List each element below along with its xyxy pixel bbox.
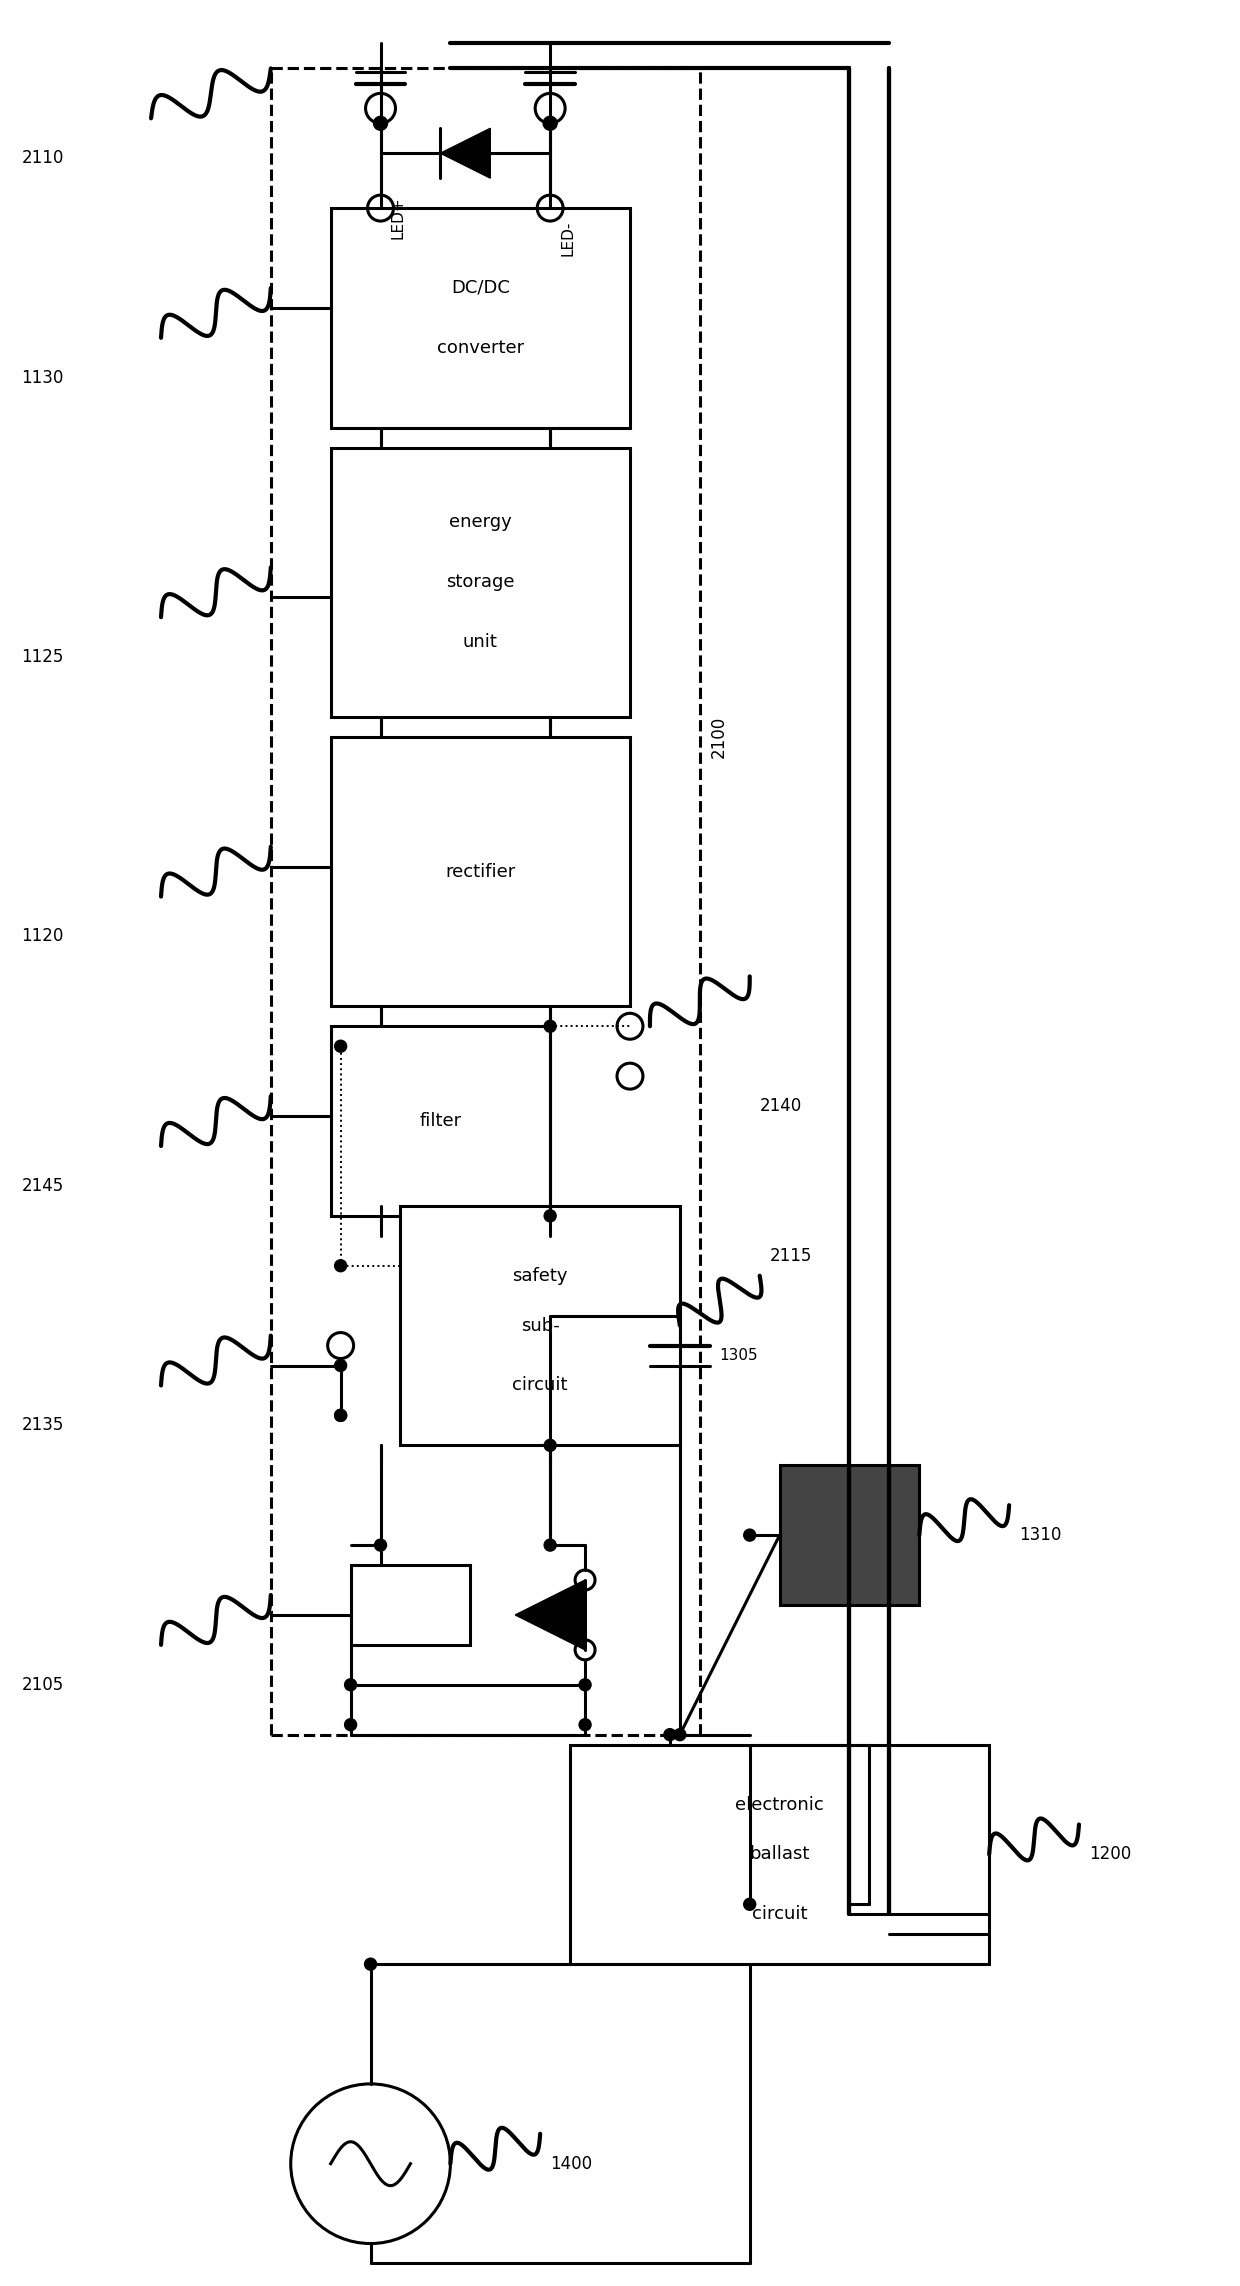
Text: 1120: 1120 — [21, 928, 63, 946]
Circle shape — [579, 1678, 591, 1692]
Circle shape — [744, 1897, 755, 1911]
Circle shape — [544, 1020, 557, 1033]
Text: 2110: 2110 — [21, 149, 63, 167]
Bar — [401, 1205, 680, 1445]
Bar — [331, 448, 630, 718]
Text: 2140: 2140 — [760, 1097, 802, 1116]
Circle shape — [365, 1959, 377, 1971]
Bar — [331, 208, 630, 427]
Circle shape — [374, 1538, 387, 1552]
Circle shape — [373, 117, 388, 130]
Text: LED-: LED- — [560, 219, 575, 256]
Text: 2115: 2115 — [770, 1246, 812, 1264]
Text: storage: storage — [446, 574, 515, 592]
Text: 1200: 1200 — [1089, 1845, 1131, 1863]
Text: LED+: LED+ — [391, 197, 405, 240]
Text: 1125: 1125 — [21, 649, 63, 665]
Circle shape — [335, 1410, 347, 1422]
Bar — [331, 736, 630, 1006]
Text: electronic: electronic — [735, 1795, 825, 1813]
Circle shape — [345, 1719, 357, 1731]
Bar — [780, 1465, 919, 1605]
Circle shape — [544, 1209, 557, 1221]
Circle shape — [544, 1538, 557, 1552]
Text: 1310: 1310 — [1019, 1527, 1061, 1543]
Circle shape — [673, 1728, 686, 1740]
Circle shape — [335, 1410, 347, 1422]
Text: 1400: 1400 — [551, 2156, 593, 2172]
Circle shape — [544, 1440, 557, 1452]
Bar — [351, 1566, 470, 1646]
Circle shape — [335, 1260, 347, 1271]
Text: filter: filter — [419, 1111, 461, 1129]
Circle shape — [345, 1678, 357, 1692]
Text: ballast: ballast — [749, 1845, 810, 1863]
Bar — [570, 1744, 990, 1964]
Bar — [331, 1026, 551, 1216]
Text: circuit: circuit — [512, 1376, 568, 1394]
Text: 2105: 2105 — [21, 1676, 63, 1694]
Text: DC/DC: DC/DC — [451, 279, 510, 297]
Text: converter: converter — [436, 338, 523, 357]
Circle shape — [335, 1360, 347, 1372]
Text: 1130: 1130 — [21, 368, 63, 386]
Polygon shape — [440, 128, 490, 178]
Text: 2135: 2135 — [21, 1417, 63, 1433]
Circle shape — [543, 117, 557, 130]
Text: unit: unit — [463, 633, 497, 652]
Text: 2100: 2100 — [709, 716, 728, 759]
Text: circuit: circuit — [751, 1904, 807, 1923]
Circle shape — [579, 1719, 591, 1731]
Text: 2145: 2145 — [21, 1177, 63, 1196]
Circle shape — [544, 1209, 557, 1221]
Text: 1305: 1305 — [719, 1349, 759, 1362]
Text: safety: safety — [512, 1266, 568, 1285]
Text: rectifier: rectifier — [445, 862, 516, 880]
Polygon shape — [516, 1580, 585, 1650]
Circle shape — [663, 1728, 676, 1740]
Text: energy: energy — [449, 514, 512, 530]
Circle shape — [744, 1529, 755, 1541]
Circle shape — [335, 1040, 347, 1052]
Text: sub-: sub- — [521, 1317, 559, 1335]
